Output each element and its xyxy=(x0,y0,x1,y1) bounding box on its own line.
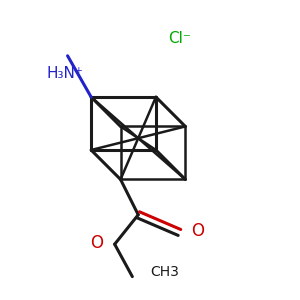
Text: O: O xyxy=(191,222,204,240)
Text: CH3: CH3 xyxy=(150,265,179,279)
Text: Cl⁻: Cl⁻ xyxy=(168,31,191,46)
Text: O: O xyxy=(90,234,103,252)
Text: H₃N⁺: H₃N⁺ xyxy=(46,66,83,81)
